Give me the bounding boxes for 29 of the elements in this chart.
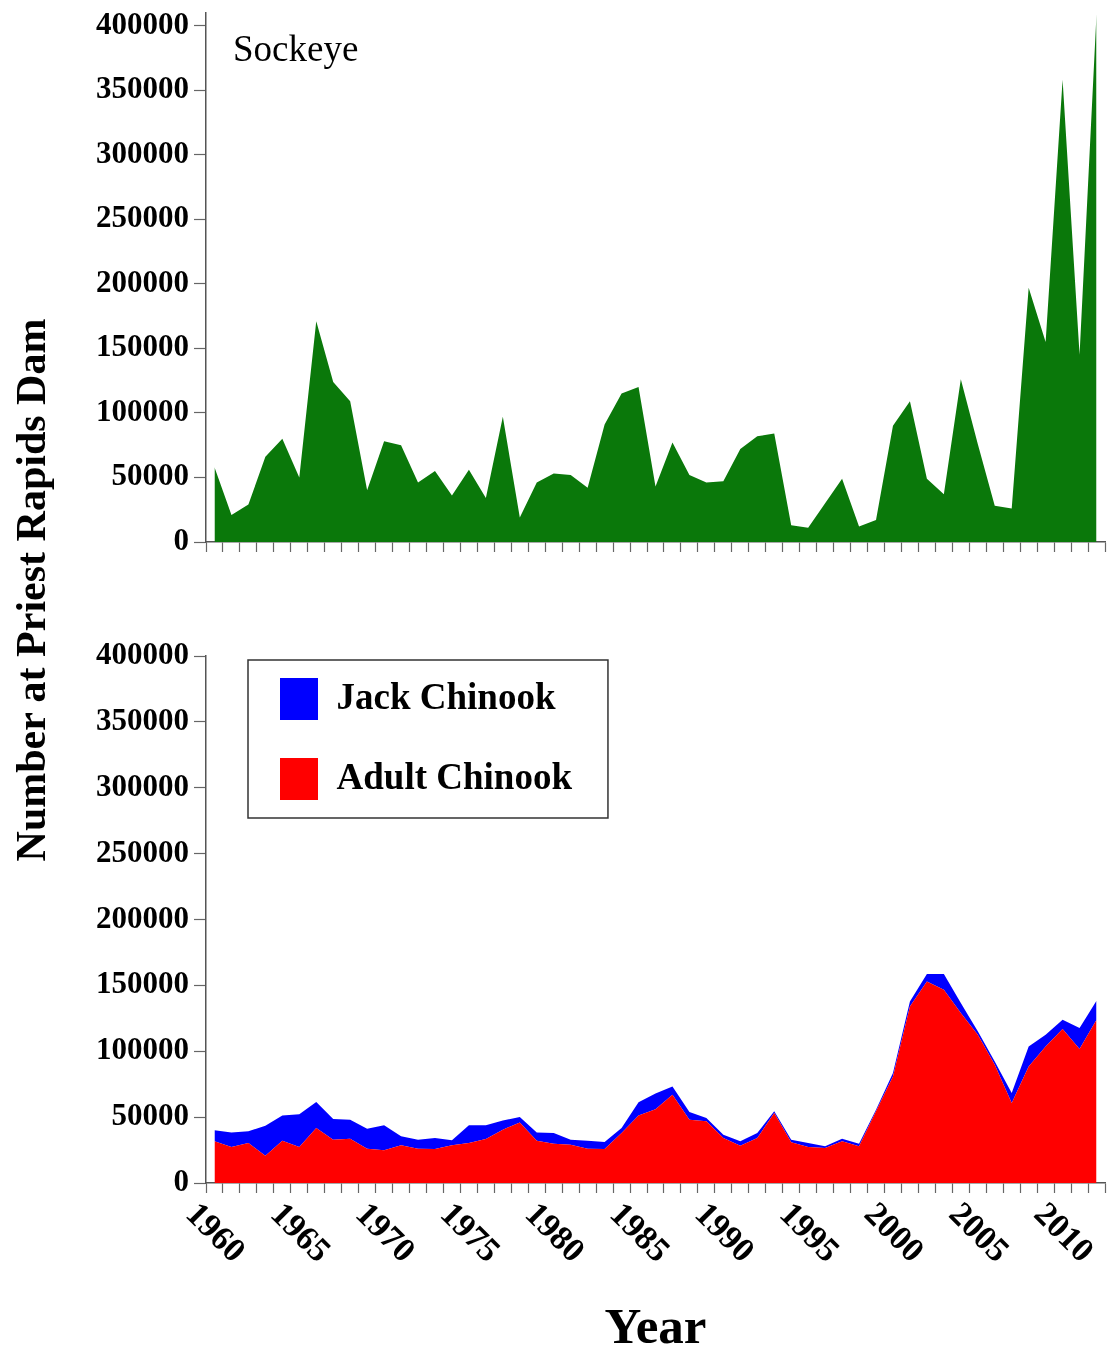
x-tick-label: 1980 — [518, 1194, 593, 1269]
y-tick-label: 400000 — [96, 5, 189, 41]
legend-label: Adult Chinook — [336, 755, 573, 797]
y-tick-label: 200000 — [96, 263, 189, 299]
legend-label: Jack Chinook — [336, 675, 556, 717]
y-tick-label: 250000 — [96, 833, 189, 869]
y-tick-label: 200000 — [96, 899, 189, 935]
y-tick-label: 100000 — [96, 1031, 189, 1067]
chart-title: Sockeye — [233, 27, 359, 69]
y-tick-label: 300000 — [96, 767, 189, 803]
y-tick-label: 400000 — [96, 636, 189, 672]
x-tick-label: 1975 — [433, 1194, 508, 1269]
x-tick-label: 1985 — [603, 1194, 678, 1269]
y-tick-label: 250000 — [96, 199, 189, 235]
y-axis-title: Number at Priest Rapids Dam — [8, 318, 54, 862]
x-tick-label: 1965 — [264, 1194, 339, 1269]
x-tick-label: 1995 — [773, 1194, 848, 1269]
y-tick-label: 50000 — [111, 1097, 189, 1133]
y-tick-label: 350000 — [96, 701, 189, 737]
x-axis-title: Year — [604, 1297, 707, 1354]
x-tick-label: 1970 — [348, 1194, 424, 1269]
x-tick-label: 1990 — [688, 1194, 763, 1269]
y-tick-label: 350000 — [96, 70, 189, 106]
y-tick-label: 50000 — [111, 457, 189, 493]
y-tick-label: 300000 — [96, 134, 189, 170]
y-tick-label: 150000 — [96, 965, 189, 1001]
y-tick-label: 150000 — [96, 328, 189, 364]
y-tick-label: 100000 — [96, 392, 189, 428]
y-tick-label: 0 — [173, 522, 189, 558]
